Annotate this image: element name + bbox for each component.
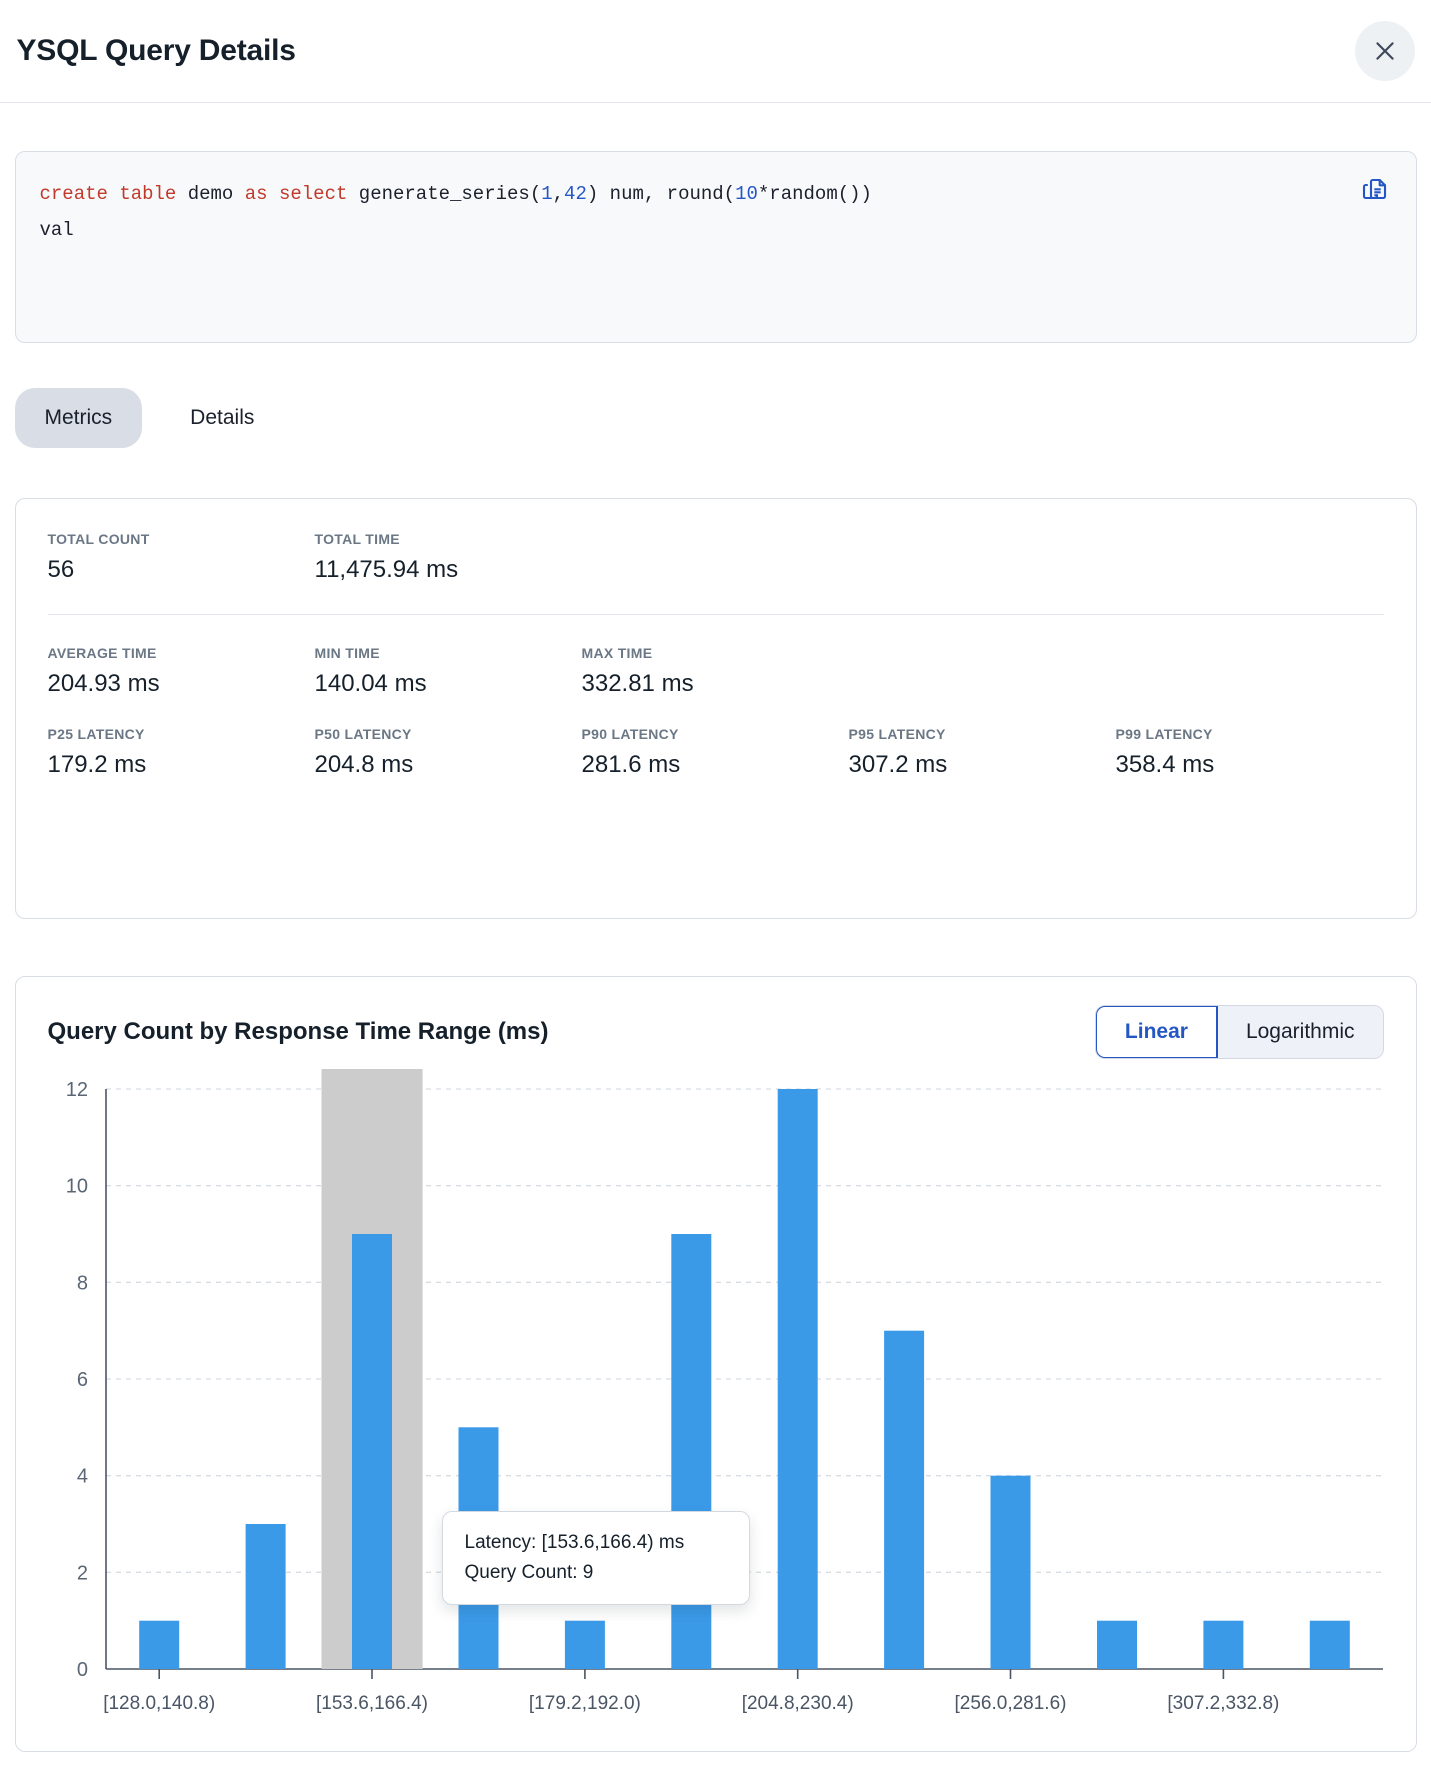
svg-text:0: 0	[76, 1659, 87, 1681]
svg-text:[204.8,230.4): [204.8,230.4)	[741, 1693, 853, 1714]
svg-text:6: 6	[76, 1369, 87, 1391]
svg-text:4: 4	[76, 1466, 87, 1488]
svg-text:[179.2,192.0): [179.2,192.0)	[528, 1693, 640, 1714]
svg-text:[153.6,166.4): [153.6,166.4)	[316, 1693, 428, 1714]
svg-text:8: 8	[76, 1272, 87, 1294]
svg-text:2: 2	[76, 1562, 87, 1584]
svg-text:10: 10	[65, 1176, 87, 1198]
svg-text:[256.0,281.6): [256.0,281.6)	[954, 1693, 1066, 1714]
svg-text:[307.2,332.8): [307.2,332.8)	[1167, 1693, 1279, 1714]
svg-text:[128.0,140.8): [128.0,140.8)	[103, 1693, 215, 1714]
svg-text:12: 12	[65, 1079, 87, 1101]
